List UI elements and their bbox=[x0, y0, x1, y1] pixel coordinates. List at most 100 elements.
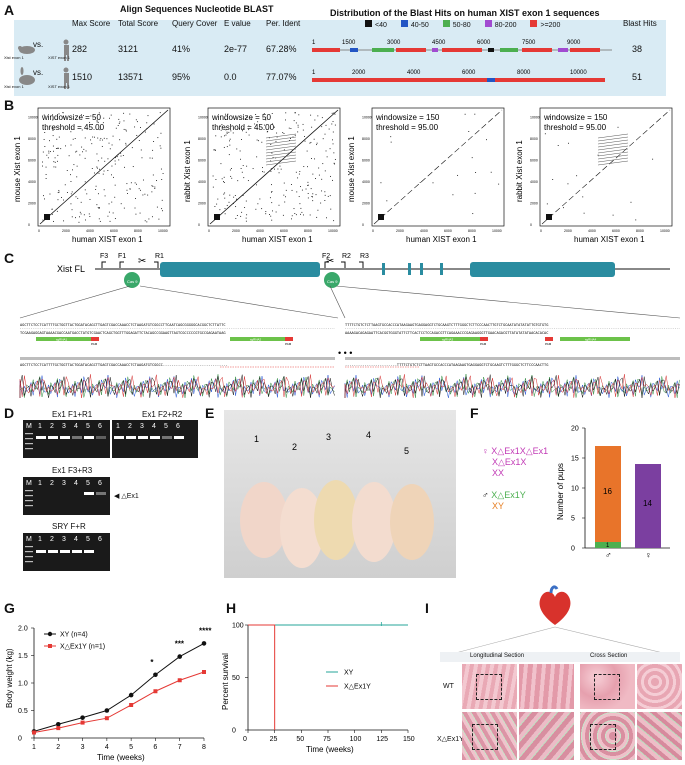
legend-swatch bbox=[442, 20, 450, 27]
lane-label: 4 bbox=[74, 423, 78, 430]
dot bbox=[247, 180, 249, 182]
dot bbox=[229, 169, 231, 171]
dot bbox=[269, 197, 271, 199]
dotplot: 0 2000 4000 6000 8000 10000 0 2000 4000 6000 8000 1… bbox=[13, 107, 171, 244]
sgrna-bar bbox=[36, 337, 91, 341]
genotype: X△Ex1X△Ex1 bbox=[491, 446, 549, 456]
dot bbox=[334, 124, 336, 126]
dot bbox=[152, 174, 154, 176]
y-tick-label: 8000 bbox=[28, 137, 36, 141]
dot bbox=[314, 119, 316, 121]
dot bbox=[273, 168, 275, 170]
dot bbox=[223, 193, 225, 195]
dot bbox=[306, 150, 308, 152]
dot bbox=[160, 147, 162, 149]
primer-label: F2 bbox=[322, 253, 330, 260]
gel-band bbox=[60, 436, 70, 439]
sgrna-label: sgRNA3 bbox=[442, 338, 454, 342]
hit-segment bbox=[500, 48, 518, 52]
dot bbox=[223, 146, 225, 148]
blast-headers: Max Score Total Score Query Cover E valu… bbox=[72, 19, 312, 28]
dot bbox=[432, 182, 434, 184]
dot bbox=[125, 144, 127, 146]
threshold-label: threshold = 95.00 bbox=[544, 123, 607, 132]
ladder-band bbox=[25, 500, 33, 502]
y-axis-label: rabbit Xist exon 1 bbox=[515, 140, 524, 202]
dot bbox=[490, 171, 492, 173]
dot bbox=[91, 143, 93, 145]
dot bbox=[151, 216, 153, 218]
ladder-band bbox=[25, 443, 33, 445]
dot bbox=[95, 189, 97, 190]
dot bbox=[474, 113, 476, 115]
dist-title: Distribution of the Blast Hits on human … bbox=[330, 8, 600, 18]
dot bbox=[242, 128, 244, 130]
dot bbox=[134, 126, 136, 128]
dot bbox=[70, 193, 72, 195]
dot bbox=[452, 194, 454, 196]
dot bbox=[102, 173, 104, 175]
dot bbox=[52, 114, 54, 116]
legend-swatch bbox=[365, 20, 372, 27]
data-point bbox=[104, 716, 109, 721]
dot bbox=[52, 145, 54, 147]
dot bbox=[75, 217, 76, 219]
dot bbox=[263, 124, 265, 126]
hit-segment bbox=[350, 48, 358, 52]
panel-label-d: D bbox=[4, 405, 15, 421]
repeat-block bbox=[265, 145, 297, 151]
x-tick-label: 5 bbox=[129, 744, 133, 751]
dot bbox=[123, 207, 125, 209]
dot bbox=[255, 184, 257, 186]
dot bbox=[46, 154, 48, 156]
dot bbox=[56, 210, 58, 212]
tick-label: 2000 bbox=[352, 70, 366, 76]
dot bbox=[70, 181, 72, 182]
lane-label: M bbox=[26, 536, 32, 543]
dot bbox=[219, 209, 221, 211]
seq-track bbox=[20, 357, 335, 360]
tick-label: 1 bbox=[312, 70, 316, 76]
dot bbox=[390, 136, 392, 138]
dot bbox=[134, 207, 136, 209]
dot bbox=[76, 165, 78, 167]
dot bbox=[282, 132, 284, 134]
lane-label: 1 bbox=[38, 536, 42, 543]
dot bbox=[333, 112, 335, 114]
dot bbox=[123, 128, 125, 130]
dot bbox=[144, 220, 146, 222]
ladder-band bbox=[25, 448, 33, 450]
dot bbox=[215, 135, 217, 137]
dot bbox=[103, 137, 105, 139]
x-tick-label: 125 bbox=[376, 736, 388, 743]
dot bbox=[265, 119, 267, 121]
dot bbox=[57, 199, 59, 201]
blast-row-2: 1510 13571 95% 0.0 77.07% bbox=[72, 72, 312, 82]
dist-legend: <40 40-50 50-80 80-200 >=200 bbox=[365, 20, 560, 29]
hit-segment bbox=[442, 48, 482, 52]
gel-band bbox=[48, 436, 58, 439]
dot bbox=[153, 123, 155, 125]
dot bbox=[77, 197, 79, 199]
dot bbox=[232, 132, 234, 134]
dot bbox=[146, 221, 148, 223]
ladder-band bbox=[25, 551, 33, 553]
dot bbox=[138, 188, 140, 190]
dot bbox=[227, 113, 229, 115]
dot bbox=[154, 186, 156, 188]
dot bbox=[58, 136, 60, 138]
pam-label: PAM bbox=[91, 342, 98, 346]
dot bbox=[630, 201, 632, 203]
primer-arrow bbox=[101, 261, 106, 268]
dot bbox=[238, 128, 240, 129]
dot bbox=[151, 157, 153, 159]
dot bbox=[101, 145, 103, 147]
dot bbox=[229, 144, 231, 146]
y-tick-label: 2000 bbox=[530, 202, 538, 206]
dot bbox=[258, 128, 260, 130]
dot bbox=[136, 121, 138, 123]
dot bbox=[142, 179, 144, 181]
lane-label: 3 bbox=[62, 536, 66, 543]
dot bbox=[332, 179, 333, 181]
dot bbox=[261, 141, 263, 143]
